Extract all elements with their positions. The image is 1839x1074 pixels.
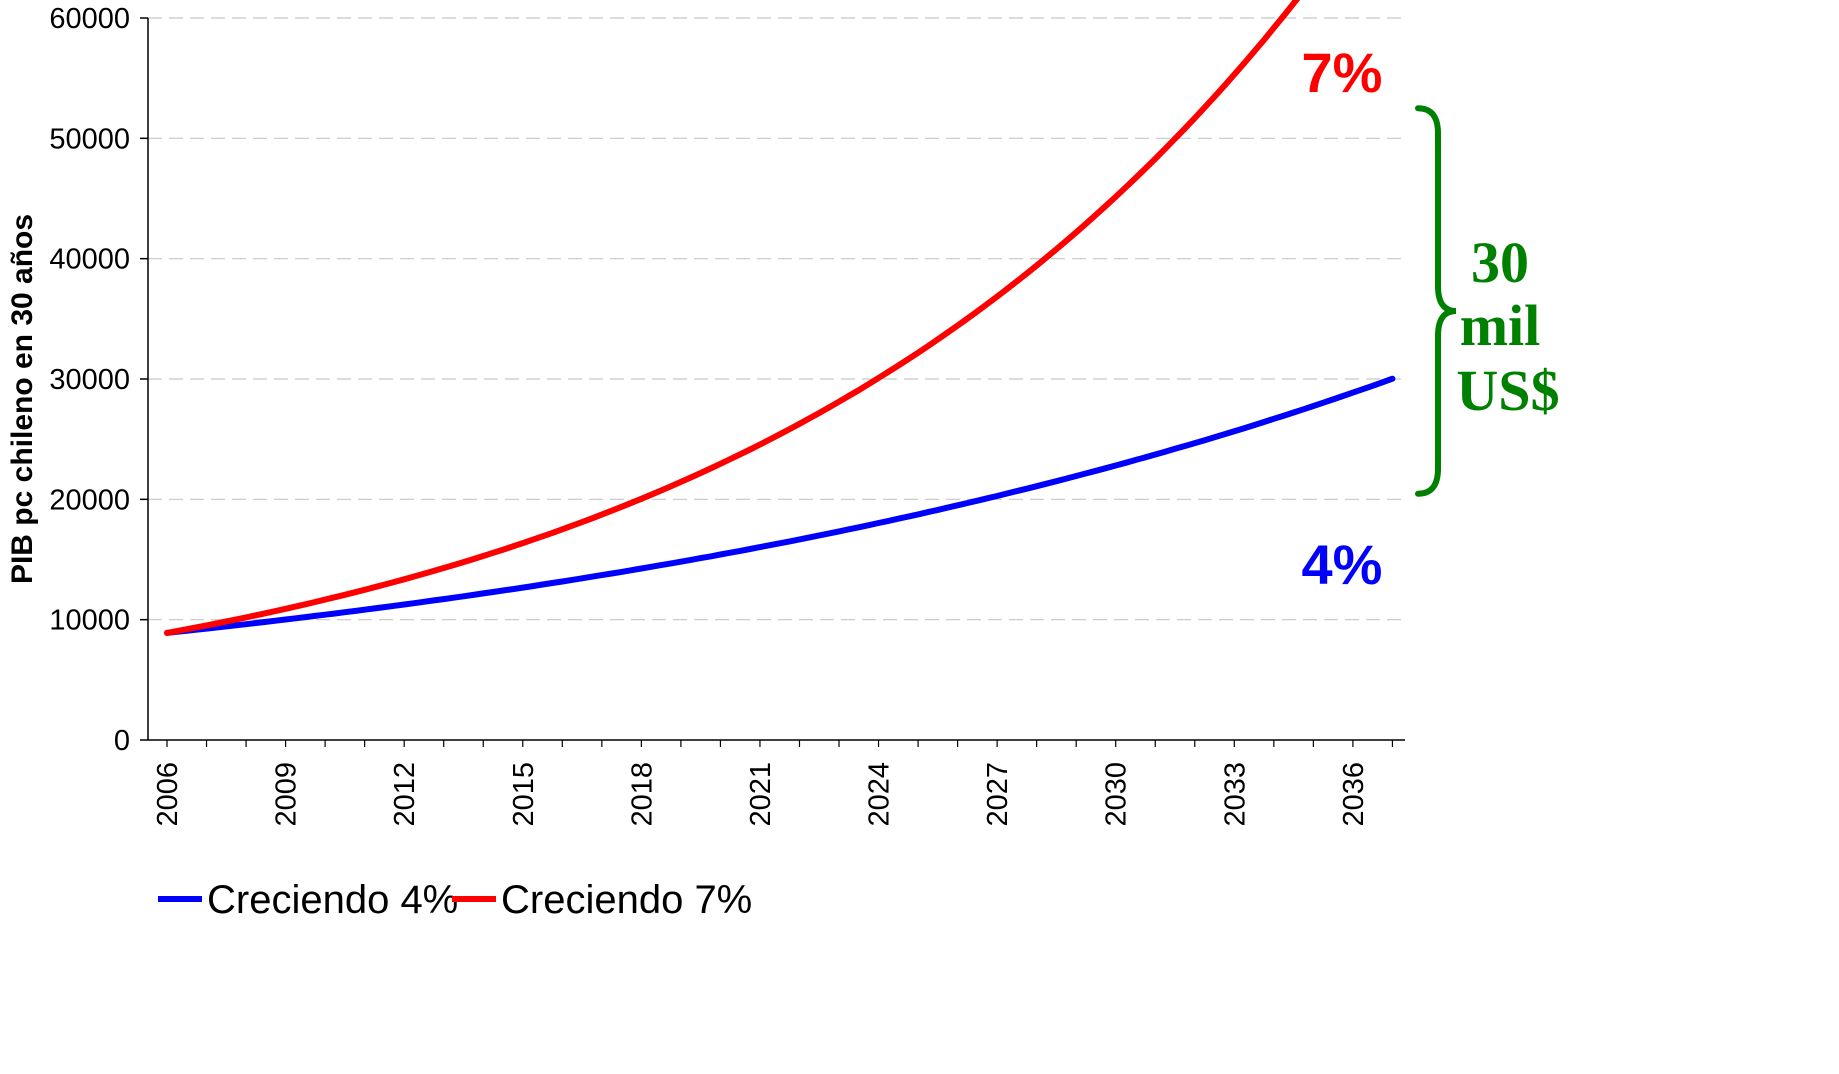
label-7-percent: 7%	[1302, 41, 1383, 104]
y-tick-label-20000: 20000	[49, 484, 130, 516]
x-tick-label-2027: 2027	[982, 762, 1014, 827]
x-tick-label-2018: 2018	[626, 762, 658, 827]
y-tick-label-10000: 10000	[49, 605, 130, 637]
x-tick-label-2009: 2009	[271, 762, 303, 827]
y-tick-labels: 0 10000 20000 30000 40000 50000 60000	[49, 3, 130, 757]
x-tick-labels: 2006 2009 2012 2015 2018 2021 2024 2027 2030 2033…	[152, 762, 1370, 827]
series-line-creciendo-7	[164, 0, 1301, 636]
x-tick-label-2012: 2012	[389, 762, 421, 827]
y-tick-label-40000: 40000	[49, 244, 130, 276]
label-4-percent: 4%	[1302, 533, 1383, 596]
brace-label-line-3: US$	[1456, 358, 1559, 423]
x-tick-label-2030: 2030	[1101, 762, 1133, 827]
y-tick-label-0: 0	[114, 725, 130, 757]
grid-lines	[148, 17, 1405, 621]
axes	[140, 17, 1405, 747]
legend-label-creciendo-4: Creciendo 4%	[207, 878, 458, 922]
x-tick-label-2033: 2033	[1219, 762, 1251, 827]
series-lines	[164, 0, 1396, 636]
x-tick-label-2036: 2036	[1338, 762, 1370, 827]
series-line-creciendo-4	[164, 375, 1396, 636]
y-axis-title: PIB pc chileno en 30 años	[6, 214, 39, 584]
x-tick-label-2021: 2021	[745, 762, 777, 827]
y-tick-label-50000: 50000	[49, 123, 130, 155]
x-tick-label-2006: 2006	[152, 762, 184, 827]
x-tick-label-2015: 2015	[508, 762, 540, 827]
y-tick-label-30000: 30000	[49, 364, 130, 396]
difference-brace	[1415, 105, 1457, 497]
brace-label-line-2: mil	[1460, 293, 1541, 358]
legend: Creciendo 4% Creciendo 7%	[158, 878, 752, 922]
x-tick-label-2024: 2024	[864, 762, 896, 827]
legend-label-creciendo-7: Creciendo 7%	[501, 878, 752, 922]
y-tick-label-60000: 60000	[49, 3, 130, 35]
brace-label-line-1: 30	[1471, 230, 1529, 295]
